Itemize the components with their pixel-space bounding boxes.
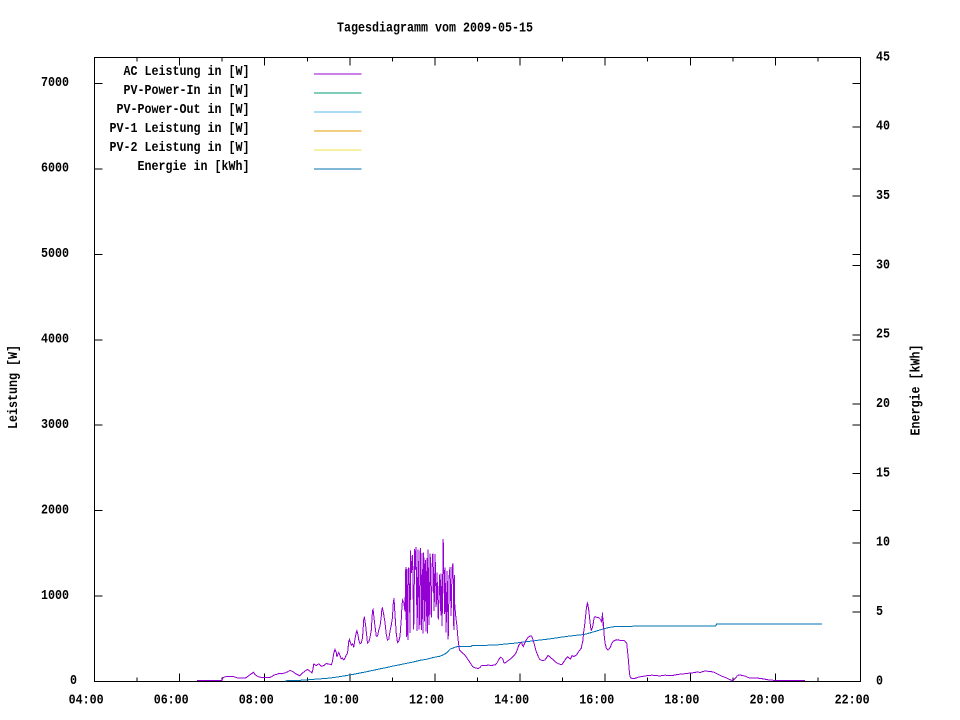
svg-text:4000: 4000 xyxy=(41,332,69,348)
svg-text:18:00: 18:00 xyxy=(664,693,699,709)
svg-text:PV-Power-Out in [W]: PV-Power-Out in [W] xyxy=(117,102,250,118)
svg-text:20:00: 20:00 xyxy=(750,693,785,709)
svg-text:7000: 7000 xyxy=(41,75,69,91)
svg-text:0: 0 xyxy=(876,673,883,689)
svg-text:22:00: 22:00 xyxy=(835,693,870,709)
svg-text:04:00: 04:00 xyxy=(69,693,104,709)
svg-text:30: 30 xyxy=(876,257,890,273)
svg-text:35: 35 xyxy=(876,188,890,204)
svg-text:12:00: 12:00 xyxy=(409,693,444,709)
svg-text:5000: 5000 xyxy=(41,246,69,262)
svg-text:40: 40 xyxy=(876,119,890,135)
svg-text:Energie in [kWh]: Energie in [kWh] xyxy=(138,159,250,175)
svg-text:14:00: 14:00 xyxy=(494,693,529,709)
svg-text:08:00: 08:00 xyxy=(239,693,274,709)
svg-text:PV-1 Leistung in [W]: PV-1 Leistung in [W] xyxy=(110,121,250,137)
svg-text:6000: 6000 xyxy=(41,161,69,177)
svg-text:10: 10 xyxy=(876,535,890,551)
svg-text:2000: 2000 xyxy=(41,502,69,518)
svg-text:3000: 3000 xyxy=(41,417,69,433)
svg-text:1000: 1000 xyxy=(41,588,69,604)
svg-text:PV-Power-In in [W]: PV-Power-In in [W] xyxy=(124,83,250,99)
svg-text:15: 15 xyxy=(876,465,890,481)
svg-text:06:00: 06:00 xyxy=(154,693,189,709)
svg-text:Leistung [W]: Leistung [W] xyxy=(6,345,22,429)
svg-text:16:00: 16:00 xyxy=(579,693,614,709)
svg-text:10:00: 10:00 xyxy=(324,693,359,709)
svg-text:5: 5 xyxy=(876,604,883,620)
svg-text:45: 45 xyxy=(876,49,890,65)
svg-text:AC Leistung in [W]: AC Leistung in [W] xyxy=(124,64,250,80)
svg-text:25: 25 xyxy=(876,327,890,343)
svg-text:Tagesdiagramm vom 2009-05-15: Tagesdiagramm vom 2009-05-15 xyxy=(337,20,533,36)
svg-text:PV-2 Leistung in [W]: PV-2 Leistung in [W] xyxy=(110,140,250,156)
svg-text:Energie [kWh]: Energie [kWh] xyxy=(909,345,925,436)
svg-text:0: 0 xyxy=(70,673,77,689)
svg-text:20: 20 xyxy=(876,396,890,412)
